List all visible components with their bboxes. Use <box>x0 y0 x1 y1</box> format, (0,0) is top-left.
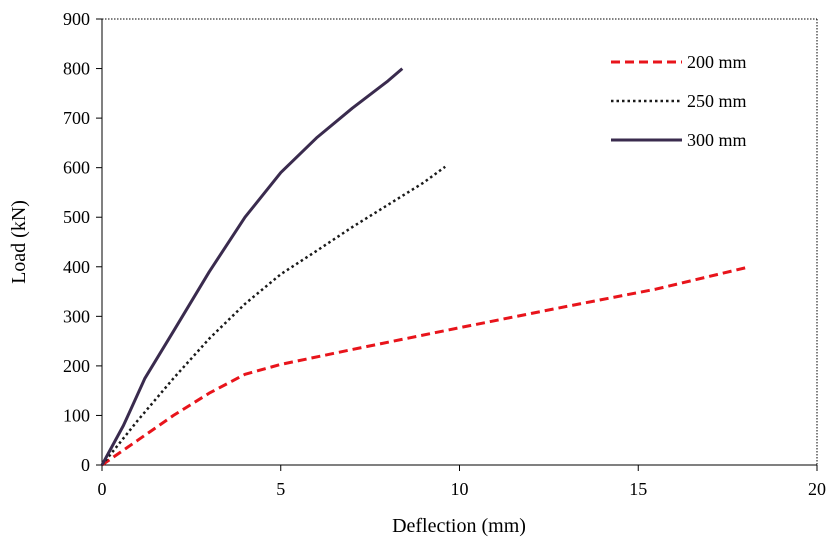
y-tick-label: 600 <box>63 158 90 178</box>
y-tick-label: 400 <box>63 257 90 277</box>
y-tick-label: 700 <box>63 108 90 128</box>
y-tick-label: 100 <box>63 405 90 425</box>
y-tick-label: 0 <box>81 455 90 475</box>
x-tick-label: 10 <box>451 479 469 499</box>
x-tick-label: 15 <box>629 479 647 499</box>
x-axis-title: Deflection (mm) <box>392 515 526 537</box>
series-line-1 <box>101 266 746 467</box>
legend-label-3: 300 mm <box>687 130 747 150</box>
x-tick-label: 5 <box>276 479 285 499</box>
y-tick-label: 800 <box>63 59 90 79</box>
series-line-3 <box>100 67 404 466</box>
y-tick-label: 900 <box>63 9 90 29</box>
plot-frame <box>101 18 818 466</box>
x-axis-ticks: 0 5 10 15 20 <box>98 465 826 499</box>
y-tick-label: 500 <box>63 207 90 227</box>
y-axis-title: Load (kN) <box>8 200 30 284</box>
y-axis-ticks: 0 100 200 300 400 500 600 700 800 900 <box>63 9 102 475</box>
legend-label-2: 250 mm <box>687 91 747 111</box>
series-layer <box>100 67 746 467</box>
y-tick-label: 300 <box>63 306 90 326</box>
legend: 200 mm 250 mm 300 mm <box>611 52 747 150</box>
x-tick-label: 0 <box>98 479 107 499</box>
y-tick-label: 200 <box>63 356 90 376</box>
legend-label-1: 200 mm <box>687 52 747 72</box>
x-tick-label: 20 <box>808 479 826 499</box>
series-line-2 <box>101 165 446 466</box>
